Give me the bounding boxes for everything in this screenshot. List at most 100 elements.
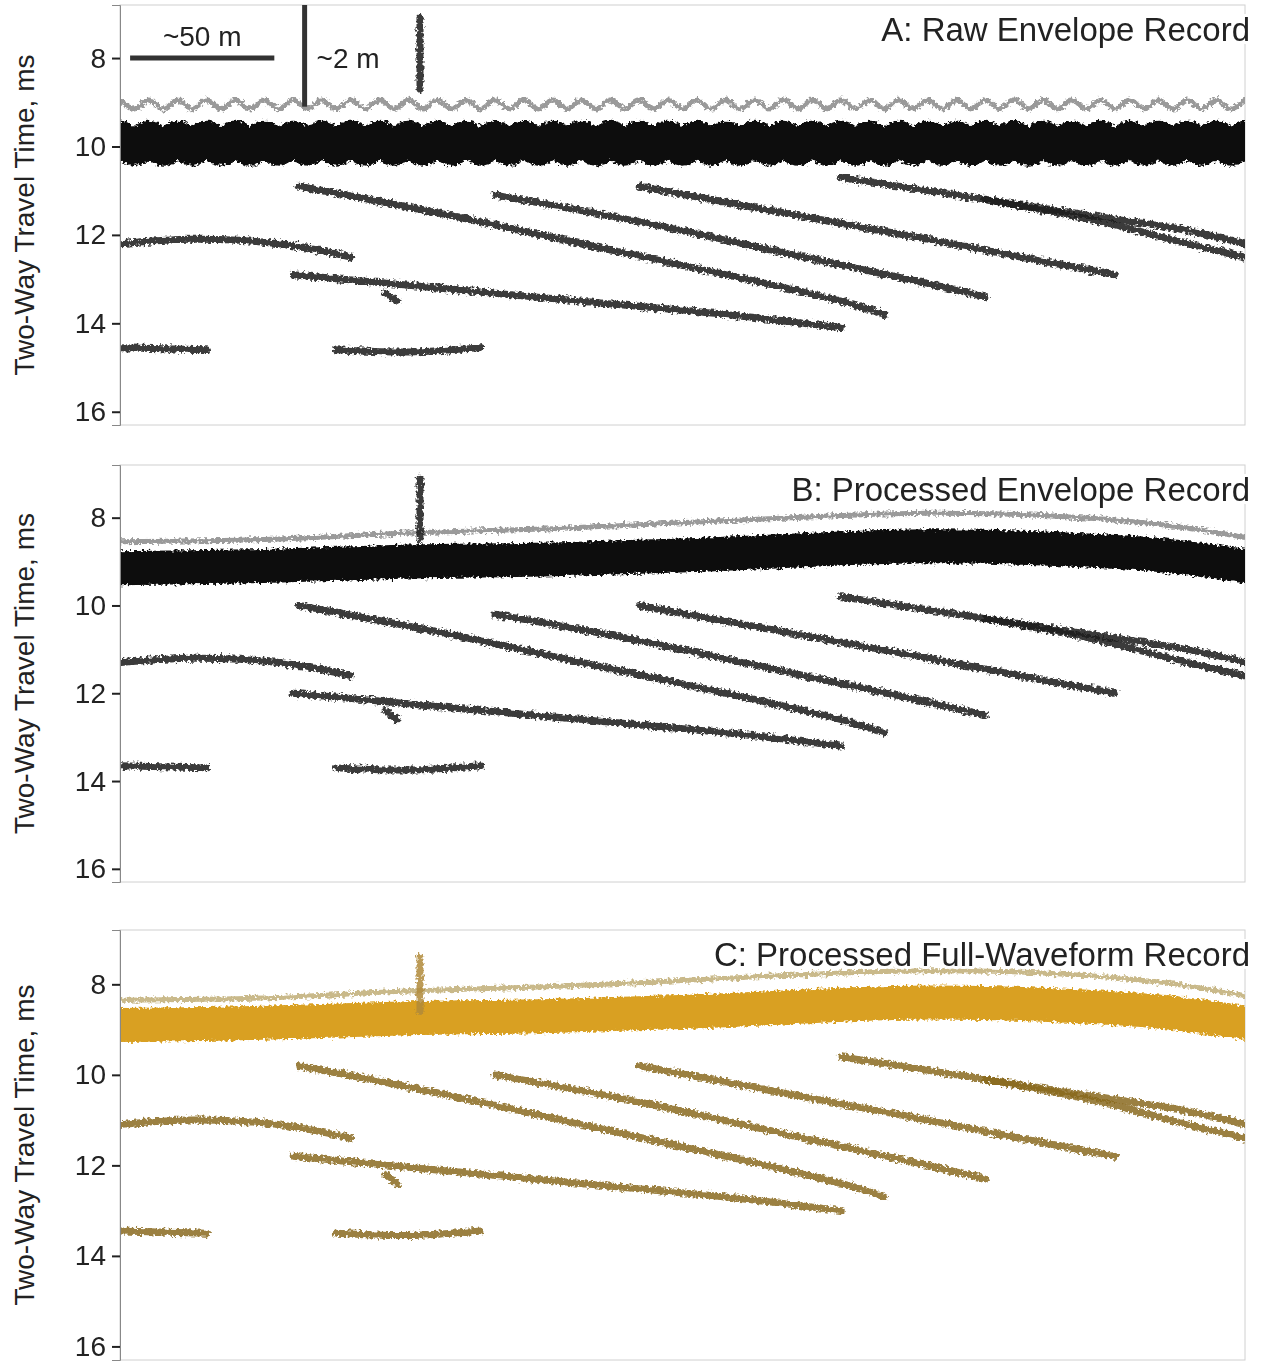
tick: 16 — [75, 853, 120, 884]
tick: 10 — [75, 131, 120, 162]
tick-label: 12 — [75, 1150, 106, 1181]
tick-mark — [112, 984, 120, 986]
reflector — [385, 1174, 397, 1183]
reflector — [985, 1079, 1245, 1138]
tick-mark — [112, 781, 120, 783]
reflectors — [120, 18, 1245, 352]
tick-label: 8 — [90, 969, 106, 1000]
axis-title: Two-Way Travel Time, ms — [9, 513, 40, 834]
reflector — [985, 200, 1245, 257]
tick: 16 — [75, 396, 120, 427]
reflector — [639, 186, 1115, 274]
y-axis: 8 10 12 14 16 — [75, 931, 121, 1362]
tick: 10 — [75, 590, 120, 621]
reflector — [385, 711, 397, 720]
scale-bar — [130, 56, 274, 61]
reflector — [417, 478, 424, 539]
tick-label: 10 — [75, 131, 106, 162]
reflector — [385, 292, 397, 301]
seafloor — [120, 138, 1245, 149]
y-axis: 8 10 12 14 16 — [75, 6, 121, 428]
reflector — [299, 1066, 885, 1197]
reflector — [299, 605, 885, 732]
tick-mark — [112, 1346, 120, 1348]
reflector — [639, 1066, 1115, 1157]
tick-label: 16 — [75, 396, 106, 427]
tick-mark — [112, 517, 120, 519]
tick-mark — [112, 1074, 120, 1076]
reflector — [985, 619, 1245, 676]
tick-label: 10 — [75, 590, 106, 621]
tick: 14 — [75, 766, 120, 797]
reflector — [299, 186, 885, 314]
reflector — [120, 1120, 351, 1138]
tick-mark — [112, 605, 120, 607]
tick-mark — [112, 146, 120, 148]
panel-title: C: Processed Full-Waveform Record — [714, 936, 1250, 973]
tick-mark — [112, 58, 120, 60]
reflector — [495, 1075, 985, 1179]
tick-mark — [112, 323, 120, 325]
tick: 14 — [75, 308, 120, 339]
reflector — [495, 195, 985, 297]
tick-mark — [112, 234, 120, 236]
axis-line — [112, 931, 121, 1361]
tick-label: 12 — [75, 678, 106, 709]
reflectors — [120, 478, 1245, 770]
scale-bar-label: ~50 m — [163, 21, 242, 52]
plot-frame — [120, 5, 1245, 425]
tick-label: 14 — [75, 1240, 106, 1271]
tick: 8 — [90, 43, 120, 74]
reflector — [120, 766, 481, 770]
tick: 14 — [75, 1240, 120, 1271]
tick-label: 14 — [75, 308, 106, 339]
reflector — [417, 957, 424, 1011]
panel-title: B: Processed Envelope Record — [791, 471, 1250, 508]
tick: 12 — [75, 1150, 120, 1181]
reflector — [639, 605, 1115, 693]
seafloor — [120, 546, 1245, 568]
axis-line — [112, 6, 121, 426]
tick: 12 — [75, 678, 120, 709]
tick-label: 8 — [90, 502, 106, 533]
reflector — [417, 18, 424, 89]
panel: 8 10 12 14 16 Two-Way Travel Time, ms B: Proce… — [9, 465, 1250, 884]
reflector — [120, 239, 351, 257]
plot-frame — [120, 930, 1245, 1360]
tick-mark — [112, 693, 120, 695]
reflector — [293, 693, 841, 746]
reflectors — [120, 957, 1245, 1235]
reflector — [293, 1156, 841, 1210]
tick-label: 16 — [75, 1331, 106, 1362]
plot-area — [120, 478, 1245, 770]
reflector — [495, 614, 985, 715]
tick-label: 10 — [75, 1059, 106, 1090]
tick: 8 — [90, 502, 120, 533]
tick: 12 — [75, 219, 120, 250]
scale-bar — [302, 5, 307, 107]
tick-mark — [112, 1165, 120, 1167]
figure: ~50 m ~2 m 8 10 12 14 16 Two-Way Travel Time, m… — [0, 0, 1265, 1369]
axis-title: Two-Way Travel Time, ms — [9, 54, 40, 375]
tick-label: 16 — [75, 853, 106, 884]
plot-area — [120, 957, 1245, 1235]
tick-mark — [112, 411, 120, 413]
panel: 8 10 12 14 16 Two-Way Travel Time, ms C: Proce… — [9, 930, 1250, 1362]
reflector — [293, 275, 841, 328]
reflector — [120, 658, 351, 676]
plot-area — [120, 5, 1245, 352]
reflector — [120, 348, 481, 352]
tick-mark — [112, 1255, 120, 1257]
panel-title: A: Raw Envelope Record — [881, 11, 1250, 48]
seafloor — [120, 1002, 1245, 1025]
tick-label: 12 — [75, 219, 106, 250]
tick-label: 8 — [90, 43, 106, 74]
plot-frame — [120, 465, 1245, 882]
axis-line — [112, 466, 121, 883]
reflector — [120, 100, 1245, 109]
tick-label: 14 — [75, 766, 106, 797]
scale-bar-label: ~2 m — [317, 43, 380, 74]
tick-mark — [112, 868, 120, 870]
tick: 8 — [90, 969, 120, 1000]
axis-title: Two-Way Travel Time, ms — [9, 984, 40, 1305]
